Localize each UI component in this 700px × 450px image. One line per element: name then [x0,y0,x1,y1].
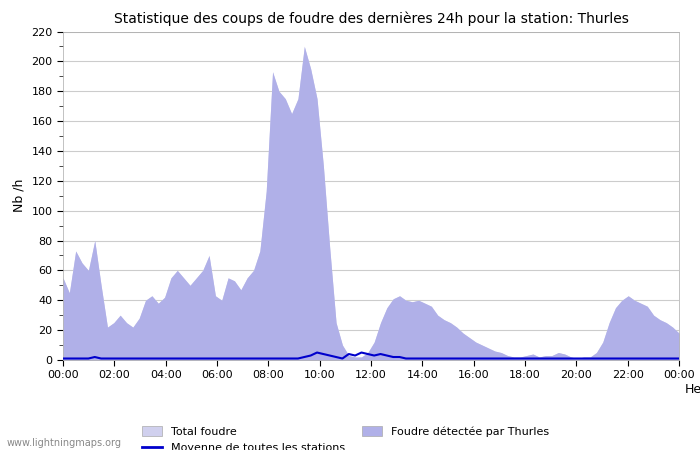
Title: Statistique des coups de foudre des dernières 24h pour la station: Thurles: Statistique des coups de foudre des dern… [113,12,629,26]
Text: Heure: Heure [685,383,700,396]
Legend: Total foudre, Moyenne de toutes les stations, Foudre détectée par Thurles: Total foudre, Moyenne de toutes les stat… [143,426,550,450]
Y-axis label: Nb /h: Nb /h [13,179,26,212]
Text: www.lightningmaps.org: www.lightningmaps.org [7,438,122,448]
